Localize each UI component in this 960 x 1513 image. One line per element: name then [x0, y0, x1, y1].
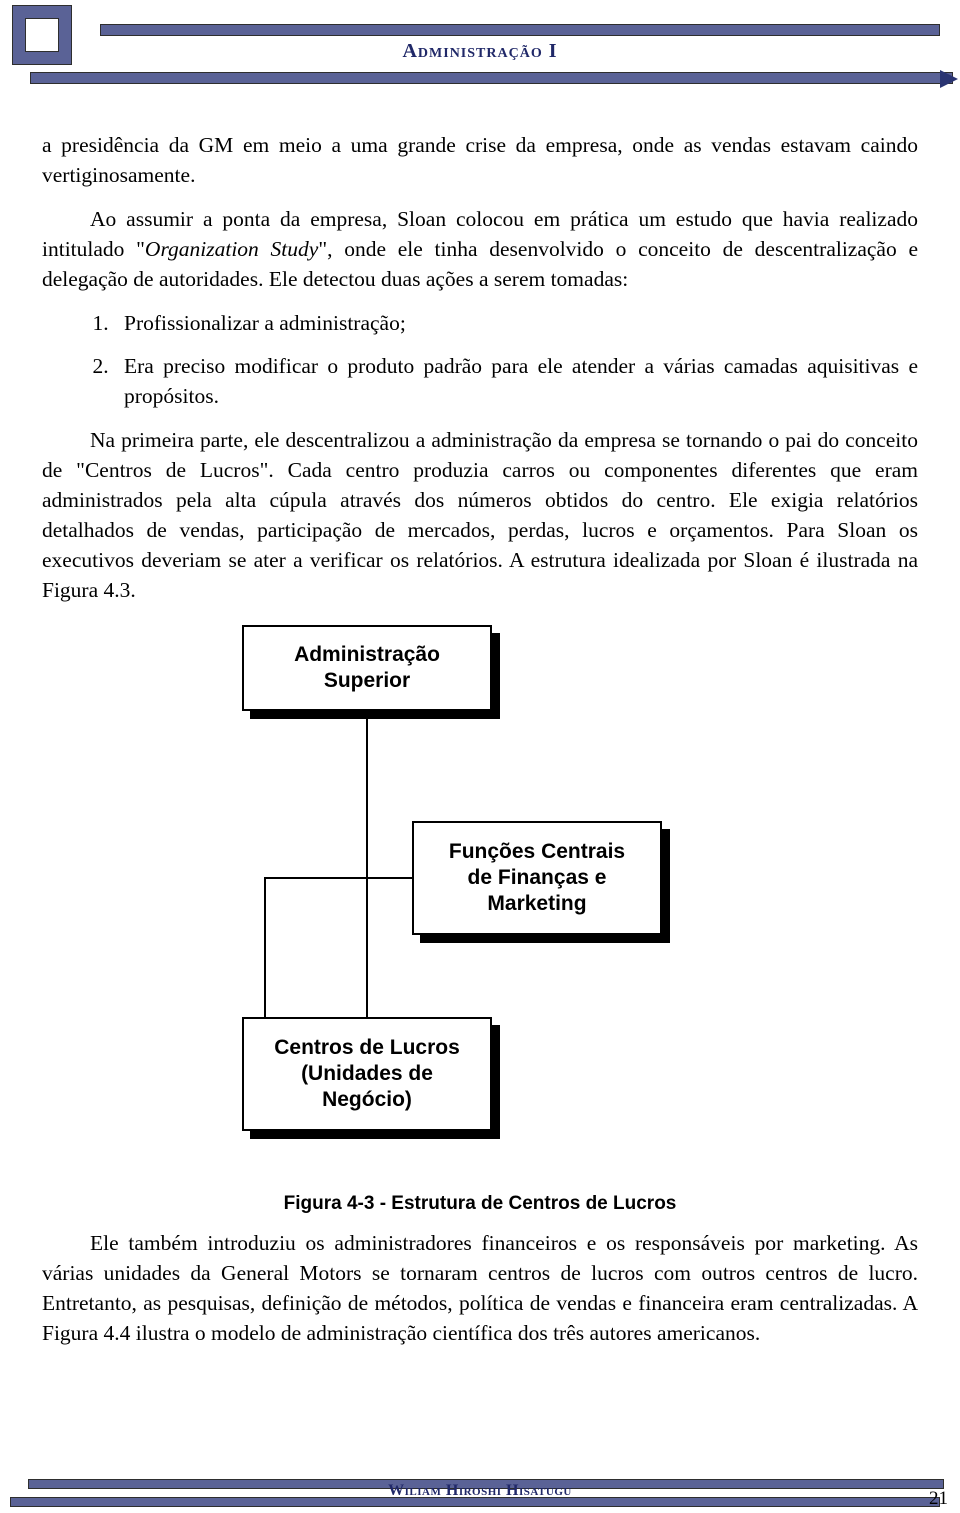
paragraph-4: Ele também introduziu os administradores… [42, 1228, 918, 1348]
org-right-line3: Marketing [487, 891, 586, 917]
footer-banner: Wiliam Hiroshi Hisatugu 21 [0, 1473, 960, 1513]
list-item-1: Profissionalizar a administração; [114, 308, 918, 338]
org-top-line1: Administração [294, 642, 440, 668]
org-box-top: Administração Superior [242, 625, 492, 711]
paragraph-3: Na primeira parte, ele descentralizou a … [42, 425, 918, 606]
header-arrow-icon [940, 70, 958, 88]
connector-horizontal-top [264, 877, 414, 879]
document-body: a presidência da GM em meio a uma grande… [42, 130, 918, 1362]
org-right-line1: Funções Centrais [449, 839, 625, 865]
header-rule-top [100, 24, 940, 36]
org-bottom-line3: Negócio) [322, 1087, 412, 1113]
connector-vertical-main [366, 711, 368, 1017]
page-title: Administração I [0, 40, 960, 63]
paragraph-1: a presidência da GM em meio a uma grande… [42, 130, 918, 190]
paragraph-2: Ao assumir a ponta da empresa, Sloan col… [42, 204, 918, 294]
p2-italic: Organization Study [145, 237, 318, 261]
org-bottom-line2: (Unidades de [301, 1061, 433, 1087]
figure-caption: Figura 4-3 - Estrutura de Centros de Luc… [42, 1191, 918, 1218]
org-bottom-line1: Centros de Lucros [274, 1035, 460, 1061]
connector-vertical-small [264, 877, 266, 1017]
header-banner: Administração I [0, 0, 960, 85]
footer-rule-bottom [10, 1497, 940, 1507]
org-top-line2: Superior [324, 668, 410, 694]
list-item-2: Era preciso modificar o produto padrão p… [114, 351, 918, 411]
header-rule-bottom [30, 72, 953, 84]
page-number: 21 [929, 1488, 948, 1510]
org-box-bottom: Centros de Lucros (Unidades de Negócio) [242, 1017, 492, 1131]
numbered-list: Profissionalizar a administração; Era pr… [114, 308, 918, 410]
org-right-line2: de Finanças e [468, 865, 607, 891]
org-chart: Administração Superior Funções Centrais … [42, 625, 918, 1185]
org-box-right: Funções Centrais de Finanças e Marketing [412, 821, 662, 935]
